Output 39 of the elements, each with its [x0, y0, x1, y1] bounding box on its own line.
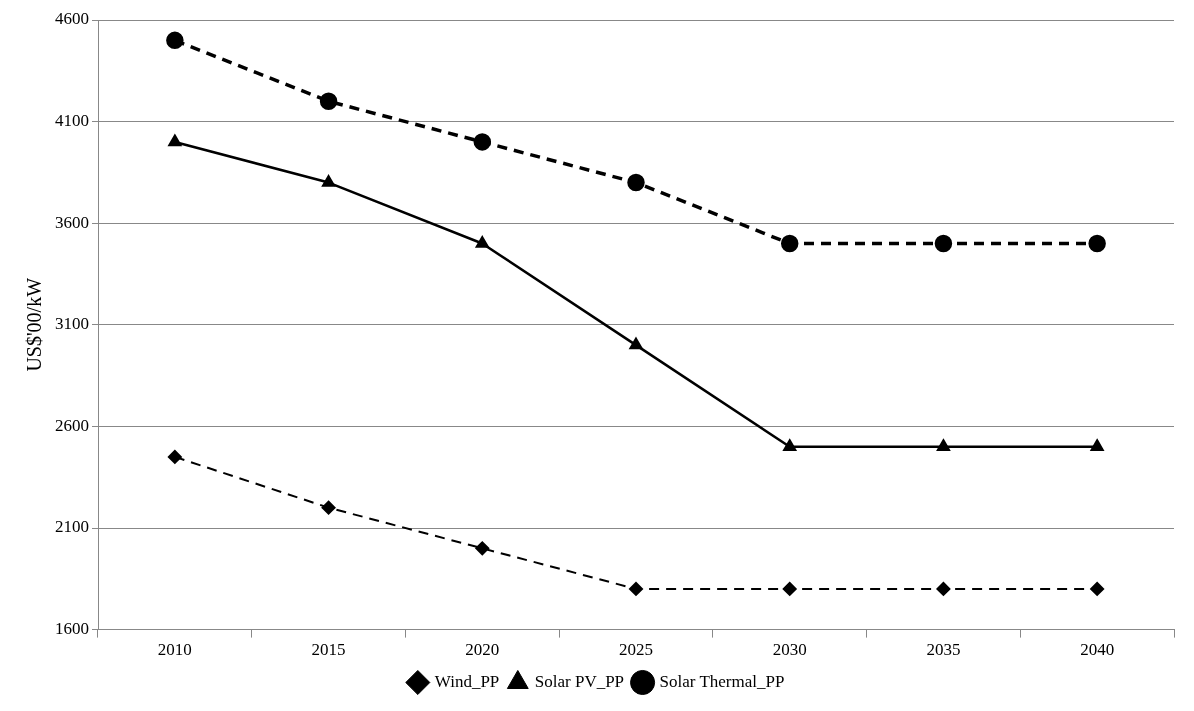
point	[322, 175, 336, 187]
y-tick-label: 4600	[55, 9, 89, 29]
x-tick-label: 2035	[926, 640, 961, 660]
point	[321, 500, 336, 515]
point	[1090, 439, 1104, 451]
legend-label: Wind_PP	[434, 671, 500, 691]
x-tick-label: 2025	[619, 640, 653, 660]
x-tick-label: 2010	[157, 640, 192, 660]
point	[783, 439, 797, 451]
y-tick-label: 4100	[55, 111, 89, 131]
y-tick-label: 3100	[55, 314, 89, 334]
point	[1088, 234, 1106, 253]
point	[782, 581, 797, 596]
point	[473, 133, 492, 151]
x-tick-label: 2040	[1080, 640, 1115, 660]
point	[934, 234, 953, 253]
point	[475, 236, 489, 248]
point	[629, 581, 643, 596]
x-tick-label: 2030	[772, 640, 807, 660]
point	[167, 449, 182, 464]
y-tick-label: 2100	[55, 517, 89, 537]
point	[1090, 581, 1105, 596]
point	[319, 92, 338, 111]
y-tick-label: 3600	[55, 212, 89, 232]
y-axis-title: US$'00/kW	[23, 277, 46, 372]
legend-label: Solar Thermal_PP	[659, 671, 785, 691]
point	[936, 439, 950, 451]
y-tick-label: 1600	[55, 619, 89, 639]
y-tick-label: 2600	[55, 415, 89, 435]
legend-label: Solar PV_PP	[534, 671, 625, 691]
point	[627, 173, 645, 192]
point	[629, 337, 643, 350]
x-tick-label: 2020	[465, 640, 500, 660]
point	[475, 541, 490, 556]
point	[936, 581, 951, 596]
x-tick-label: 2015	[311, 640, 346, 660]
point	[168, 134, 182, 147]
point	[780, 234, 799, 253]
point	[166, 31, 184, 50]
